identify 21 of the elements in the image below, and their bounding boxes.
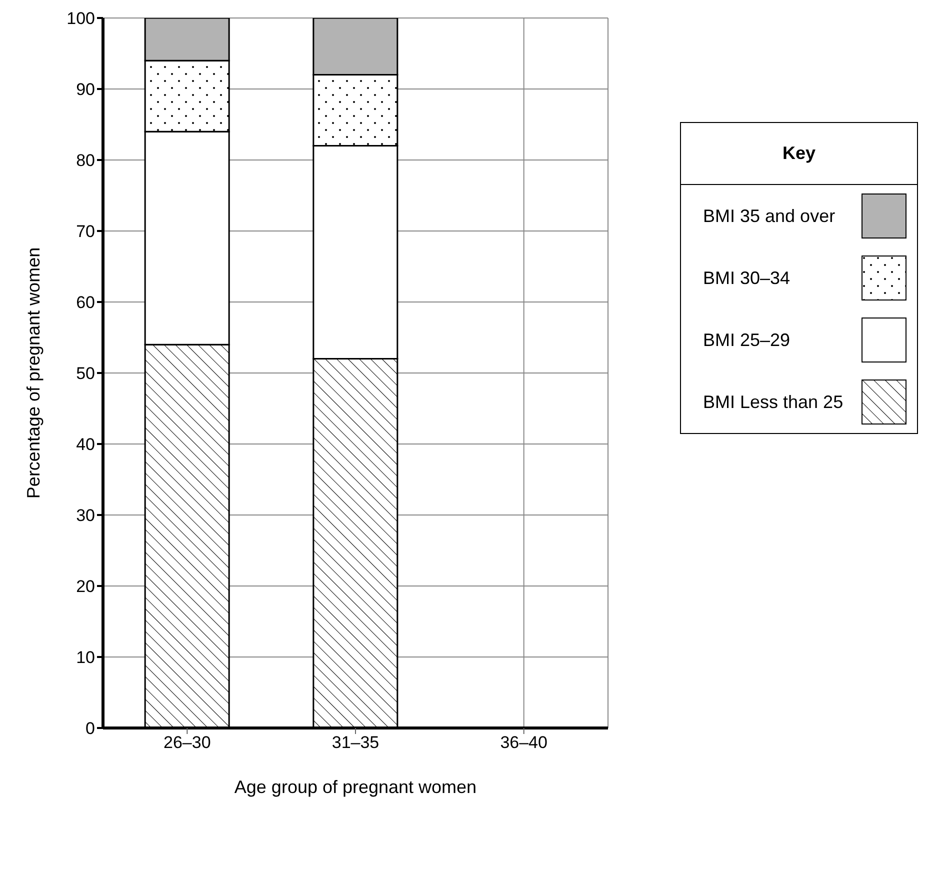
y-tick-label: 70	[76, 222, 95, 242]
y-tick-label: 10	[76, 648, 95, 668]
text: BMI 25–29	[703, 330, 792, 350]
y-tick-label: 40	[76, 435, 95, 454]
text: BMI 30–34	[703, 268, 792, 288]
y-tick-label: 30	[76, 506, 95, 526]
y-tick-label: 20	[76, 577, 95, 596]
y-tick-label: 0	[86, 719, 95, 738]
x-tick-label: 26–30	[164, 733, 211, 752]
text: BMI Less than 25	[703, 392, 844, 412]
text: BMI 35 and over	[703, 206, 836, 226]
y-axis-title: Percentage of pregnant women	[23, 247, 44, 499]
x-tick-label: 36–40	[500, 733, 548, 752]
y-tick-label: 90	[76, 80, 95, 100]
y-tick-label: 60	[76, 293, 95, 312]
x-tick-label: 31–35	[332, 733, 380, 752]
y-tick-label: 80	[76, 151, 95, 170]
legend-title: Key	[681, 123, 917, 185]
x-axis-title: Age group of pregnant women	[234, 777, 477, 797]
y-tick-label: 50	[76, 364, 95, 384]
y-tick-label: 100	[66, 9, 95, 28]
